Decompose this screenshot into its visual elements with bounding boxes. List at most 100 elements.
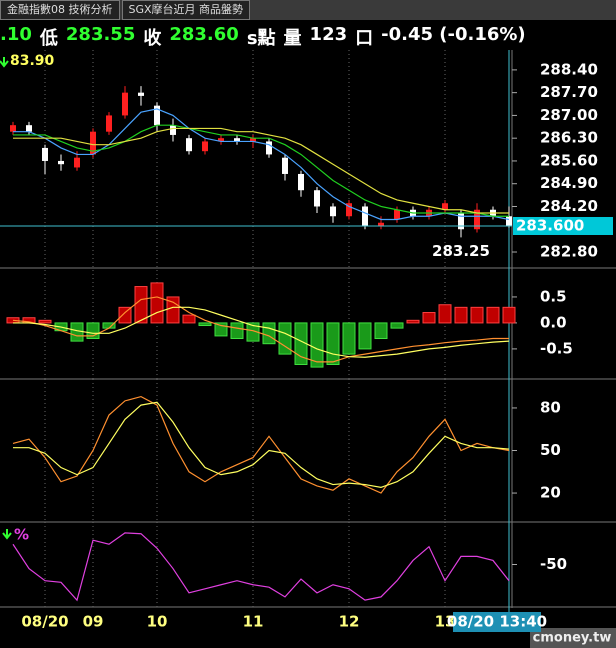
candle-body: [474, 209, 480, 230]
tab[interactable]: 金融指數08 技術分析: [0, 0, 120, 20]
y-tick-label: 80: [540, 398, 561, 416]
quote-item: -0.45 (-0.16%): [381, 24, 526, 45]
indicator-line: [13, 108, 510, 221]
macd-bar: [358, 322, 372, 350]
arrow-icon: [2, 529, 12, 540]
candle-body: [186, 138, 192, 152]
candle-body: [42, 147, 48, 161]
indicator-line: [13, 127, 509, 214]
candle-body: [266, 141, 272, 155]
last-price-box: [513, 216, 613, 235]
candle-body: [10, 125, 16, 132]
x-tick-label: 13: [435, 613, 456, 631]
macd-bar: [342, 322, 356, 355]
macd-bar: [182, 314, 196, 324]
y-tick-label: 287.00: [540, 106, 598, 124]
macd-bar: [422, 312, 436, 324]
y-tick-label: 284.20: [540, 197, 598, 215]
macd-bar: [214, 322, 228, 337]
y-tick-label: 286.30: [540, 129, 598, 147]
indicator-line: [13, 401, 510, 488]
quote-item: 收: [143, 28, 162, 49]
low-annotation: 283.25: [432, 242, 490, 260]
y-tick-label: -50: [540, 555, 567, 573]
y-tick-label: 287.70: [540, 83, 598, 101]
candle-body: [58, 160, 64, 165]
x-tick-label: 08/20: [21, 613, 68, 631]
macd-bar: [486, 306, 500, 324]
candle-body: [218, 138, 224, 142]
quote-item: s點: [246, 28, 276, 49]
quote-item: 量: [283, 28, 302, 49]
y-tick-label: -0.5: [540, 339, 573, 357]
macd-bar: [454, 306, 468, 324]
arrow-icon: [0, 57, 9, 68]
macd-bar: [262, 322, 276, 345]
macd-bar: [470, 306, 484, 324]
candle-body: [122, 92, 128, 116]
x-tick-label: 09: [83, 613, 104, 631]
indicator-line: [13, 124, 509, 217]
tab-bar: 金融指數08 技術分析 SGX摩台近月 商品盤勢: [0, 0, 616, 20]
macd-bar: [230, 322, 244, 340]
y-tick-label: 282.80: [540, 243, 598, 261]
indicator-label: 83.90: [10, 53, 55, 69]
y-tick-label: 284.90: [540, 174, 598, 192]
quote-item: 283.55: [65, 24, 136, 45]
indicator-line: [13, 306, 510, 358]
indicator-line: [12, 296, 509, 363]
brand-box: [530, 628, 616, 648]
candle-body: [138, 92, 144, 96]
macd-bar: [326, 322, 340, 365]
candle-body: [378, 222, 384, 226]
quote-item: 283.60: [169, 24, 239, 45]
y-tick-label: 20: [540, 484, 561, 502]
y-tick-label: 288.40: [540, 60, 598, 78]
candle-body: [442, 203, 448, 210]
candle-body: [26, 125, 32, 132]
candle-body: [106, 115, 112, 132]
x-tick-label: 11: [243, 613, 264, 631]
candle-body: [202, 141, 208, 152]
macd-bar: [246, 322, 260, 342]
candle-body: [170, 125, 176, 135]
macd-bar: [390, 322, 404, 329]
tab[interactable]: SGX摩台近月 商品盤勢: [121, 0, 251, 20]
quote-item: .10: [0, 24, 32, 45]
y-tick-label: 50: [540, 441, 561, 459]
candle-body: [458, 212, 464, 230]
x-tick-label: 10: [147, 613, 168, 631]
macd-bar: [70, 322, 84, 342]
macd-bar: [38, 319, 52, 324]
candle-body: [362, 206, 368, 226]
candle-body: [74, 157, 80, 168]
macd-bar: [134, 286, 148, 324]
y-tick-label: 0.5: [540, 287, 567, 305]
candle-body: [314, 190, 320, 207]
candle-body: [234, 138, 240, 142]
quote-item: 123: [309, 24, 348, 45]
candle-body: [298, 173, 304, 191]
macd-bar: [374, 322, 388, 340]
y-tick-label: 285.60: [540, 151, 598, 169]
macd-bar: [278, 322, 292, 355]
cursor-label-box: [453, 612, 541, 632]
macd-bar: [118, 306, 132, 324]
macd-bar: [438, 304, 452, 324]
macd-bar: [310, 322, 324, 368]
x-tick-label: 12: [339, 613, 360, 631]
macd-bar: [502, 306, 516, 324]
cursor-label: 08/20 13:40: [447, 613, 547, 631]
quote-item: 低: [39, 28, 58, 49]
quote-item: 口: [355, 28, 374, 49]
candle-body: [330, 206, 336, 217]
candle-body: [250, 138, 256, 142]
brand: cmoney.tw: [533, 631, 612, 646]
macd-bar: [406, 319, 420, 324]
y-tick-label: 0.0: [540, 313, 567, 331]
indicator-line: [12, 532, 510, 602]
macd-bar: [150, 282, 164, 324]
candle-body: [346, 203, 352, 217]
